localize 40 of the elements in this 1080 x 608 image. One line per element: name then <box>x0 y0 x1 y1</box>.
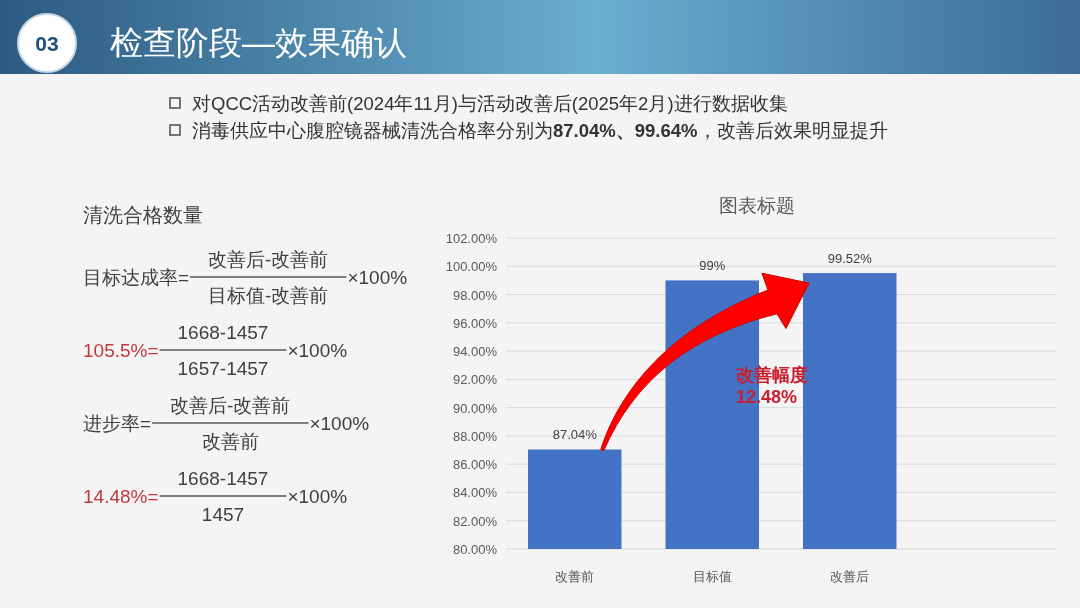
y-tick-label: 98.00% <box>452 287 498 303</box>
data-label: 99.52% <box>827 250 873 266</box>
text: 改善后-改善前 <box>208 248 329 270</box>
text: 目标值-改善前 <box>208 284 329 306</box>
x-tick-label: 改善前 <box>555 568 595 584</box>
y-tick-label: 102.00% <box>445 230 498 246</box>
text: 1668-1457 <box>177 467 269 489</box>
y-tick-label: 80.00% <box>452 541 498 557</box>
y-tick-label: 84.00% <box>452 484 498 500</box>
y-tick-label: 96.00% <box>452 315 498 331</box>
chart-title: 图表标题 <box>719 194 795 216</box>
text: ×100% <box>287 485 348 507</box>
text: 改善前 <box>201 430 259 452</box>
y-tick-label: 90.00% <box>452 400 498 416</box>
text: 对QCC活动改善前(2024年11月)与活动改善后(2025年2月)进行数据收集 <box>192 92 788 114</box>
text: 消毒供应中心腹腔镜器械清洗合格率分别为87.04%、99.64%，改善后效果明显提升 <box>192 119 888 141</box>
text: 目标达成率= <box>83 266 190 288</box>
x-tick-label: 改善后 <box>830 568 870 584</box>
text: ×100% <box>287 339 348 361</box>
data-label: 87.04% <box>552 426 598 442</box>
text: ×100% <box>309 412 370 434</box>
text: 1668-1457 <box>177 321 269 343</box>
text: 1657-1457 <box>177 357 269 379</box>
y-tick-label: 100.00% <box>445 258 498 274</box>
text: 改善后-改善前 <box>170 394 291 416</box>
text: ×100% <box>347 266 408 288</box>
data-label: 99% <box>699 257 726 273</box>
title: 检查阶段—效果确认 <box>110 23 407 61</box>
x-tick-label: 目标值 <box>692 568 732 584</box>
text: 14.48%= <box>83 485 159 507</box>
y-tick-label: 88.00% <box>452 428 498 444</box>
text: 1457 <box>201 503 245 525</box>
y-tick-label: 82.00% <box>452 513 498 529</box>
y-tick-label: 94.00% <box>452 343 498 359</box>
text: 进步率= <box>83 412 152 434</box>
y-tick-label: 92.00% <box>452 371 498 387</box>
text: 03 <box>35 31 59 55</box>
text: 105.5%= <box>83 339 159 361</box>
text: 清洗合格数量 <box>83 204 203 226</box>
y-tick-label: 86.00% <box>452 456 498 472</box>
